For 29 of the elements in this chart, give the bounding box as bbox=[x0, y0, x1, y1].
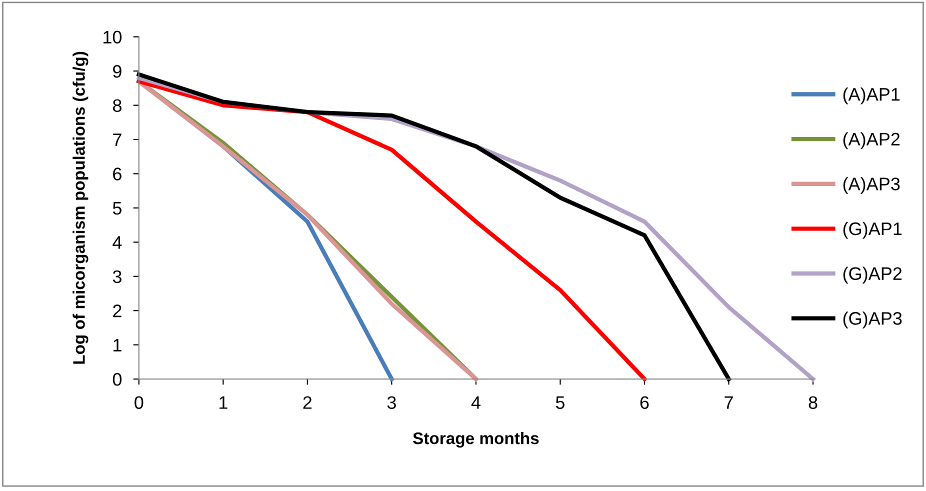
x-tick-label: 3 bbox=[387, 396, 396, 409]
y-tick-label: 6 bbox=[113, 168, 122, 180]
x-tick-label: 1 bbox=[220, 396, 228, 409]
x-axis-title: Storage months bbox=[413, 432, 539, 448]
legend-label: (G)AP3 bbox=[843, 312, 902, 328]
line-series bbox=[136, 79, 647, 382]
x-tick-label: 6 bbox=[640, 396, 649, 409]
y-axis-title: Log of micorganism populations (cfu/g) bbox=[72, 52, 88, 364]
y-tick-label: 2 bbox=[113, 304, 122, 318]
y-tick-label: 10 bbox=[104, 30, 122, 44]
y-tick-label: 7 bbox=[113, 134, 122, 146]
legend-label: (G)AP1 bbox=[843, 222, 902, 239]
y-tick-label: 4 bbox=[112, 236, 122, 249]
y-tick-label: 8 bbox=[112, 99, 122, 112]
y-tick-label: 1 bbox=[114, 338, 122, 352]
y-tick-label: 3 bbox=[112, 270, 122, 284]
x-tick-label: 4 bbox=[471, 396, 480, 409]
y-tick-label: 5 bbox=[112, 202, 122, 215]
x-tick-label: 2 bbox=[303, 396, 312, 409]
x-tick-label: 5 bbox=[556, 396, 564, 409]
legend-label: (A)AP3 bbox=[843, 177, 900, 194]
legend-label: (A)AP2 bbox=[843, 132, 900, 150]
y-tick-label: 0 bbox=[112, 372, 122, 386]
legend-label: (A)AP1 bbox=[843, 87, 900, 104]
y-tick-label: 9 bbox=[113, 64, 122, 78]
x-tick-label: 8 bbox=[808, 396, 818, 409]
x-tick-label: 7 bbox=[724, 396, 733, 409]
legend-label: (G)AP2 bbox=[843, 266, 902, 284]
x-tick-label: 0 bbox=[134, 396, 144, 409]
